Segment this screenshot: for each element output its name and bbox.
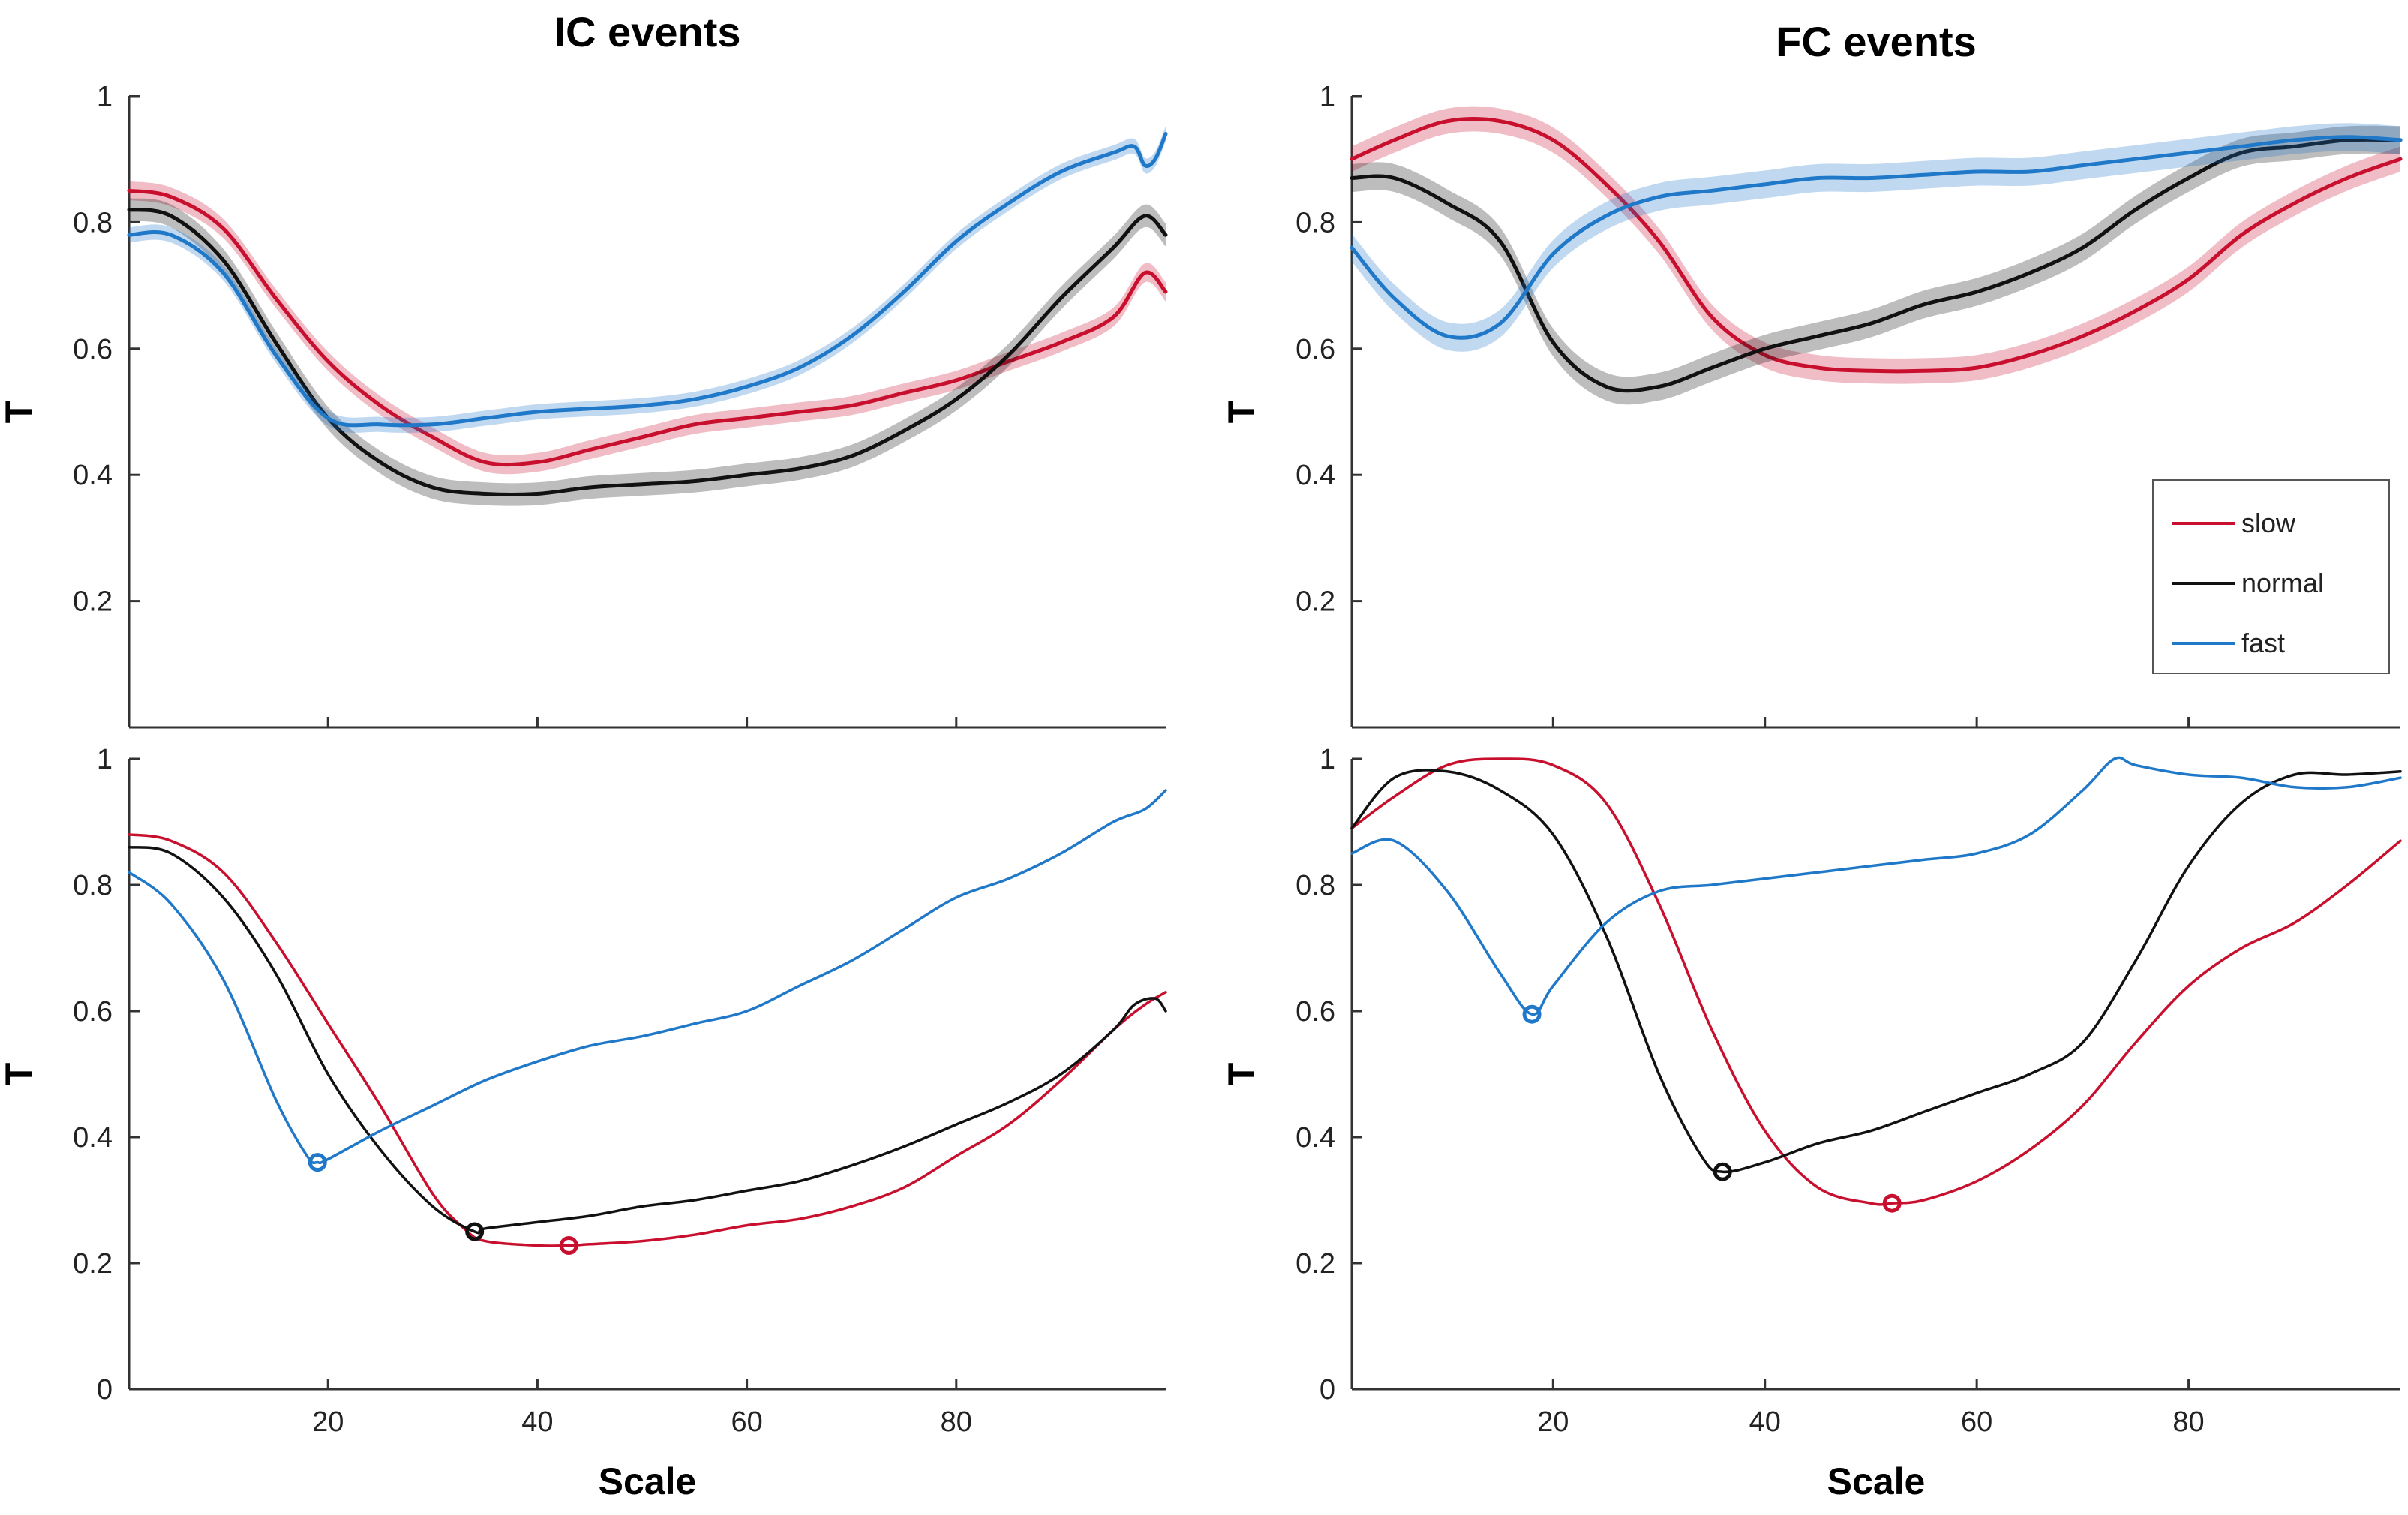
legend-label-slow: slow (2241, 508, 2296, 538)
fc-single-line-normal (1350, 769, 2402, 1174)
fc-smoothed-title: FC events (1776, 18, 1977, 65)
ic-smoothed-ytick-label: 1 (97, 81, 113, 112)
ic-single-line-normal (128, 845, 1167, 1234)
fc-single-xtick-label: 20 (1537, 1406, 1569, 1438)
panel-ic-smoothed: IC events 0.2 0.4 0.6 0.8 1 T (0, 8, 1168, 729)
fc-single-xtick-label: 60 (1961, 1406, 1992, 1438)
ic-smoothed-line-normal (127, 208, 1168, 497)
fc-single-xtick-label: 80 (2172, 1406, 2204, 1438)
ic-single-line-fast (128, 789, 1167, 1165)
panel-ic-single: 0 0.2 0.4 0.6 0.8 1 20 40 60 80 T Scale (0, 744, 1167, 1502)
fc-smoothed-band-normal (1352, 125, 2400, 405)
ic-single-minimum-fast (308, 1153, 327, 1172)
fc-smoothed-band-fast (1352, 123, 2400, 352)
ic-single-ytick-label: 0.8 (73, 870, 113, 902)
ic-smoothed-ytick-label: 0.6 (73, 334, 113, 365)
fc-single-minimum-fast (1522, 1004, 1542, 1024)
ic-smoothed-ytick-label: 0.2 (73, 586, 113, 618)
fc-single-ytick-label: 1 (1320, 744, 1335, 776)
ic-single-xtick-label: 20 (312, 1406, 344, 1438)
fc-single-line-slow (1350, 758, 2402, 1206)
fc-single-line-fast (1350, 756, 2402, 1016)
fc-smoothed-ytick-label: 0.6 (1296, 334, 1335, 365)
fc-single-ytick-label: 0.6 (1296, 996, 1335, 1028)
fc-single-ytick-label: 0.2 (1296, 1248, 1335, 1280)
ic-single-ytick-label: 1 (97, 744, 113, 776)
legend-box (2152, 479, 2390, 674)
ic-single-ytick-label: 0.2 (73, 1248, 113, 1280)
fc-single-xlabel: Scale (1827, 1460, 1926, 1502)
ic-smoothed-title: IC events (554, 8, 741, 56)
panel-fc-single: 0 0.2 0.4 0.6 0.8 1 20 40 60 80 T Scale (1221, 744, 2402, 1502)
ic-smoothed-ylabel: T (0, 400, 40, 424)
fc-single-ytick-label: 0.8 (1296, 870, 1335, 902)
ic-single-ytick-label: 0 (97, 1374, 113, 1406)
ic-single-ytick-label: 0.6 (73, 996, 113, 1028)
ic-single-ytick-label: 0.4 (73, 1122, 113, 1154)
fc-smoothed-band-slow (1352, 106, 2400, 384)
ic-smoothed-ytick-label: 0.8 (73, 207, 113, 238)
legend-label-fast: fast (2241, 628, 2285, 658)
fc-smoothed-ytick-label: 0.8 (1296, 207, 1335, 238)
ic-single-minimum-slow (559, 1235, 578, 1255)
ic-single-xtick-label: 40 (521, 1406, 553, 1438)
fc-smoothed-line-slow (1350, 117, 2403, 374)
fc-smoothed-ytick-label: 0.2 (1296, 586, 1335, 618)
ic-smoothed-band-slow (129, 181, 1166, 475)
ic-smoothed-ytick-label: 0.4 (73, 460, 113, 491)
ic-smoothed-line-fast (127, 132, 1168, 428)
ic-single-ylabel: T (0, 1063, 40, 1086)
ic-single-xlabel: Scale (599, 1460, 697, 1502)
fc-single-ytick-label: 0.4 (1296, 1122, 1335, 1154)
ic-single-xtick-label: 60 (731, 1406, 762, 1438)
fc-single-minimum-normal (1713, 1162, 1732, 1181)
fc-single-xtick-label: 40 (1749, 1406, 1781, 1438)
fc-smoothed-ytick-label: 1 (1320, 81, 1335, 112)
fc-smoothed-ylabel: T (1221, 400, 1263, 424)
legend-label-normal: normal (2241, 568, 2324, 598)
fc-smoothed-line-normal (1350, 137, 2403, 393)
fc-single-ylabel: T (1221, 1063, 1263, 1086)
fc-smoothed-ytick-label: 0.4 (1296, 460, 1335, 491)
ic-smoothed-line-slow (127, 188, 1168, 467)
fc-single-minimum-slow (1882, 1193, 1902, 1213)
ic-smoothed-band-fast (129, 126, 1166, 433)
fc-smoothed-line-fast (1350, 135, 2403, 340)
ic-single-minimum-normal (465, 1222, 485, 1241)
fc-single-ytick-label: 0 (1320, 1374, 1335, 1406)
ic-single-line-slow (128, 833, 1167, 1247)
ic-single-xtick-label: 80 (941, 1406, 972, 1438)
